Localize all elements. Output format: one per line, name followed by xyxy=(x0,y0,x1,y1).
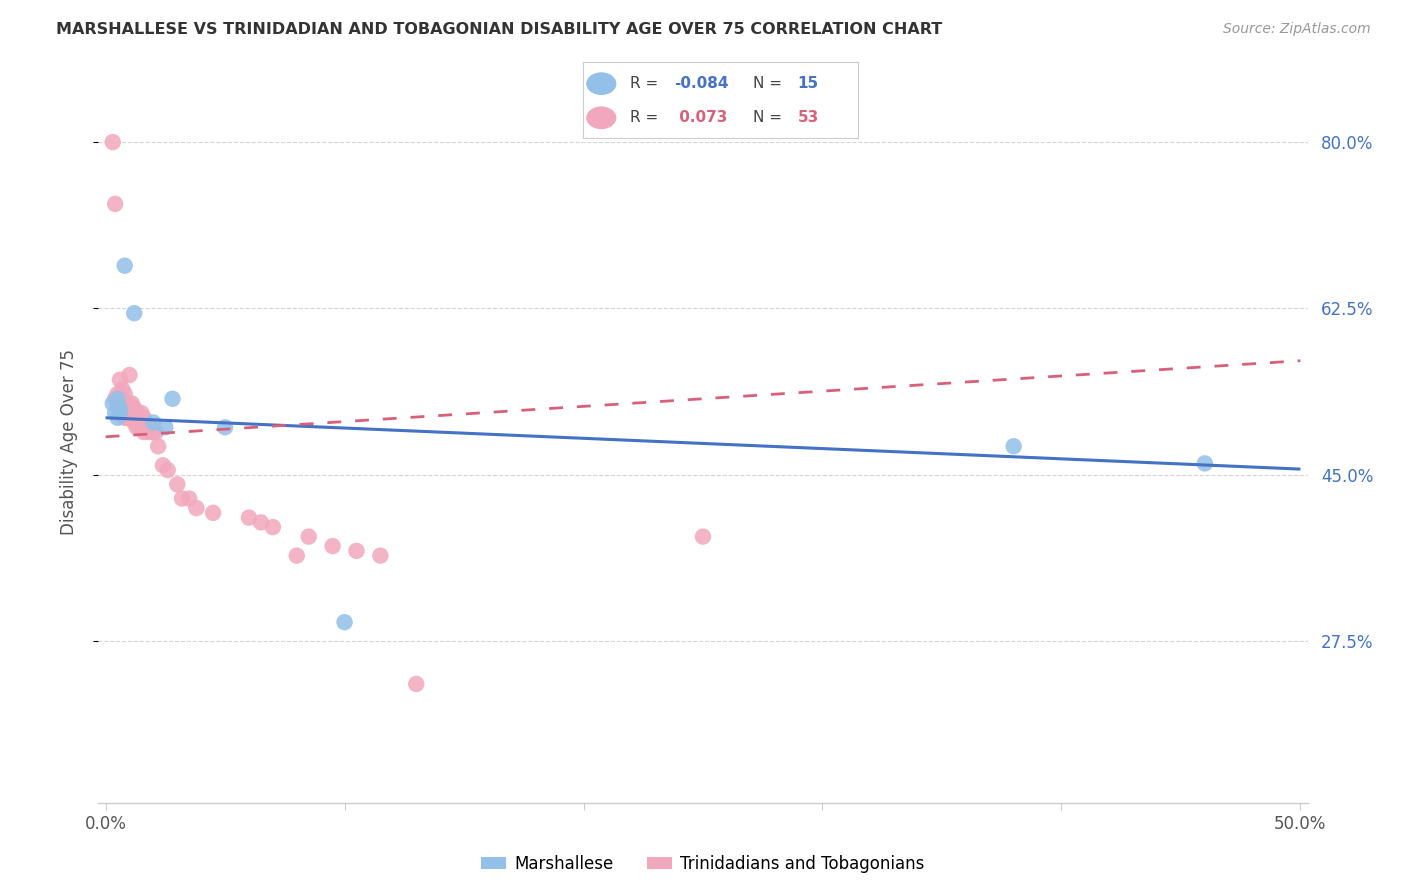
Point xyxy=(114,387,136,401)
Point xyxy=(101,135,124,149)
Point xyxy=(155,420,177,434)
Point xyxy=(285,549,308,563)
Point xyxy=(132,410,155,425)
Point xyxy=(111,382,134,396)
Point xyxy=(138,425,160,439)
Text: -0.084: -0.084 xyxy=(673,76,728,91)
Point xyxy=(128,420,150,434)
Point xyxy=(122,306,145,320)
Point xyxy=(108,406,131,420)
Point xyxy=(179,491,201,506)
Text: MARSHALLESE VS TRINIDADIAN AND TOBAGONIAN DISABILITY AGE OVER 75 CORRELATION CHA: MARSHALLESE VS TRINIDADIAN AND TOBAGONIA… xyxy=(56,22,942,37)
Point xyxy=(125,420,148,434)
Point xyxy=(107,396,129,410)
Point xyxy=(405,677,427,691)
Point xyxy=(128,410,150,425)
Point xyxy=(121,396,143,410)
Point xyxy=(122,416,145,430)
Point xyxy=(202,506,225,520)
Point xyxy=(131,420,153,434)
Point xyxy=(692,530,714,544)
Y-axis label: Disability Age Over 75: Disability Age Over 75 xyxy=(59,349,77,534)
Point xyxy=(121,410,143,425)
Point xyxy=(107,392,129,406)
Point xyxy=(370,549,392,563)
Point xyxy=(114,410,136,425)
Text: 15: 15 xyxy=(797,76,818,91)
Text: 53: 53 xyxy=(797,111,818,125)
Point xyxy=(139,420,162,434)
Point xyxy=(115,401,138,416)
Point xyxy=(156,463,179,477)
Point xyxy=(333,615,356,630)
Text: N =: N = xyxy=(754,76,787,91)
Point xyxy=(298,530,321,544)
Point xyxy=(122,401,145,416)
Point xyxy=(104,197,127,211)
Point xyxy=(1194,457,1216,471)
Point xyxy=(107,392,129,406)
Point xyxy=(145,425,167,439)
Point xyxy=(142,416,165,430)
Text: Source: ZipAtlas.com: Source: ZipAtlas.com xyxy=(1223,22,1371,37)
Point xyxy=(170,491,193,506)
Point xyxy=(107,410,129,425)
Point xyxy=(125,406,148,420)
Point xyxy=(131,406,153,420)
Point xyxy=(142,425,165,439)
Point xyxy=(104,392,127,406)
Point xyxy=(101,396,124,410)
Point xyxy=(186,501,208,516)
Point xyxy=(118,396,141,410)
Point xyxy=(146,439,169,453)
Point xyxy=(250,516,273,530)
Point xyxy=(108,401,131,416)
Point xyxy=(118,368,141,382)
Text: N =: N = xyxy=(754,111,787,125)
Point xyxy=(108,392,131,406)
Point xyxy=(346,544,368,558)
Ellipse shape xyxy=(586,72,616,95)
Point xyxy=(114,259,136,273)
Ellipse shape xyxy=(586,106,616,129)
Point xyxy=(104,406,127,420)
Point xyxy=(118,410,141,425)
Text: R =: R = xyxy=(630,76,664,91)
Text: R =: R = xyxy=(630,111,664,125)
Legend: Marshallese, Trinidadians and Tobagonians: Marshallese, Trinidadians and Tobagonian… xyxy=(474,848,932,880)
Point xyxy=(108,373,131,387)
Point xyxy=(107,387,129,401)
Point xyxy=(115,410,138,425)
Point xyxy=(162,392,184,406)
Point xyxy=(262,520,284,534)
Point xyxy=(214,420,236,434)
Text: 0.073: 0.073 xyxy=(673,111,727,125)
Point xyxy=(238,510,260,524)
Point xyxy=(166,477,188,491)
Point xyxy=(132,425,155,439)
Point xyxy=(322,539,344,553)
Point xyxy=(111,401,134,416)
Point xyxy=(1002,439,1025,453)
Point xyxy=(114,396,136,410)
Point xyxy=(152,458,174,473)
Point xyxy=(111,392,134,406)
